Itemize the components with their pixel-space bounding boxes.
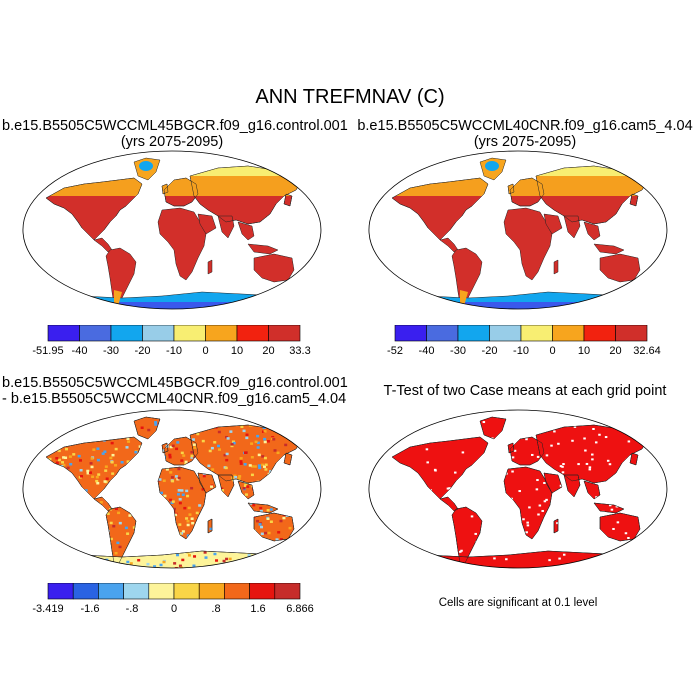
colorbar-label: 32.64 <box>633 345 661 357</box>
colorbar-label: 0 <box>171 603 177 615</box>
colorbar-label: -51.95 <box>32 345 63 357</box>
colorbar-swatch <box>148 583 175 600</box>
colorbar-label: -10 <box>166 345 182 357</box>
colorbar-swatch <box>457 325 490 342</box>
colorbar-label: -1.6 <box>81 603 100 615</box>
land-madag <box>207 518 213 534</box>
colorbar-label: 0 <box>549 345 555 357</box>
land-madag <box>207 259 213 275</box>
colorbar-label: -20 <box>135 345 151 357</box>
colorbar-swatch <box>98 583 124 600</box>
colorbar-label: 0 <box>202 345 208 357</box>
land-seasia <box>237 221 255 241</box>
colorbar-swatch <box>79 325 112 342</box>
colorbar-swatch <box>110 325 143 342</box>
colorbar-swatch <box>47 325 80 342</box>
figure-title: ANN TREFMNAV (C) <box>255 86 445 108</box>
colorbar-label: -40 <box>419 345 435 357</box>
land-indo <box>593 243 625 255</box>
colorbar-swatch <box>268 325 301 342</box>
panel-cam5-title-line2: (yrs 2075-2095) <box>473 134 577 150</box>
significance-note: Cells are significant at 0.1 level <box>438 597 598 609</box>
colorbar-swatch <box>224 583 250 600</box>
map-border <box>368 150 668 310</box>
land-india <box>217 215 235 239</box>
land-arabia <box>543 213 563 235</box>
colorbar-label: 10 <box>578 345 590 357</box>
map-control <box>22 150 322 310</box>
panel-cam5-title-line1: b.e15.B5505C5WCCML40CNR.f09_g16.cam5_4.0… <box>357 118 693 134</box>
colorbar-swatch <box>173 325 206 342</box>
panel-control-title: b.e15.B5505C5WCCML45BGCR.f09_g16.control… <box>2 118 348 150</box>
colorbar-label: 20 <box>609 345 621 357</box>
land-arabia <box>197 213 217 235</box>
map-cam5 <box>368 150 668 310</box>
colorbar-label: .8 <box>211 603 220 615</box>
colorbar-swatch <box>72 583 99 600</box>
colorbar-label: -20 <box>482 345 498 357</box>
colorbar-swatch <box>198 583 225 600</box>
colorbar-swatch <box>520 325 553 342</box>
panel-ttest-title: T-Test of two Case means at each grid po… <box>352 383 698 399</box>
panel-difference-title-line1: b.e15.B5505C5WCCML45BGCR.f09_g16.control… <box>2 375 348 391</box>
colorbar-swatch <box>274 583 301 600</box>
colorbar-swatch <box>205 325 238 342</box>
panel-cam5-title: b.e15.B5505C5WCCML40CNR.f09_g16.cam5_4.0… <box>352 118 698 150</box>
land-madag <box>553 518 559 534</box>
colorbar-swatch <box>173 583 200 600</box>
map-difference <box>22 409 322 569</box>
colorbar-label: -30 <box>450 345 466 357</box>
colorbar-label: 33.3 <box>289 345 310 357</box>
land-indo <box>247 243 279 255</box>
colorbar-swatch <box>489 325 522 342</box>
colorbar-swatch <box>142 325 175 342</box>
map-border <box>368 409 668 569</box>
land-india <box>563 215 581 239</box>
colorbar-swatch <box>615 325 648 342</box>
colorbar-label: -52 <box>387 345 403 357</box>
colorbar-swatch <box>394 325 427 342</box>
colorbar-swatch <box>552 325 585 342</box>
colorbar-label: 1.6 <box>250 603 265 615</box>
panel-ttest-title-line1: T-Test of two Case means at each grid po… <box>383 383 667 399</box>
colorbar-label: 6.866 <box>286 603 314 615</box>
map-border <box>22 150 322 310</box>
colorbar-control: -51.95 -40 -30 -20 -10 0 10 20 33.3 <box>32 325 311 357</box>
colorbar-label: -30 <box>103 345 119 357</box>
land-africa <box>157 207 207 281</box>
panel-difference-title: b.e15.B5505C5WCCML45BGCR.f09_g16.control… <box>2 375 348 407</box>
land-africa <box>503 207 553 281</box>
colorbar-swatch <box>123 583 150 600</box>
colorbar-swatch <box>583 325 616 342</box>
colorbar-label: -.8 <box>126 603 139 615</box>
colorbar-label: -3.419 <box>32 603 63 615</box>
colorbar-difference: -3.419 -1.6 -.8 0 .8 1.6 6.866 <box>32 583 314 615</box>
panel-control-title-line2: (yrs 2075-2095) <box>120 134 224 150</box>
colorbar-swatch <box>236 325 269 342</box>
map-border <box>22 409 322 569</box>
panel-difference-title-line2: - b.e15.B5505C5WCCML40CNR.f09_g16.cam5_4… <box>2 391 347 407</box>
colorbar-label: -40 <box>72 345 88 357</box>
colorbar-swatch <box>47 583 74 600</box>
colorbar-label: 10 <box>231 345 243 357</box>
colorbar-label: 20 <box>262 345 274 357</box>
colorbar-swatch <box>249 583 276 600</box>
land-madag <box>553 259 559 275</box>
map-ttest <box>368 409 668 569</box>
panel-control-title-line1: b.e15.B5505C5WCCML45BGCR.f09_g16.control… <box>2 118 348 134</box>
colorbar-swatch <box>426 325 459 342</box>
colorbar-cam5: -52 -40 -30 -20 -10 0 10 20 32.64 <box>387 325 661 357</box>
colorbar-label: -10 <box>513 345 529 357</box>
land-seasia <box>583 221 601 241</box>
